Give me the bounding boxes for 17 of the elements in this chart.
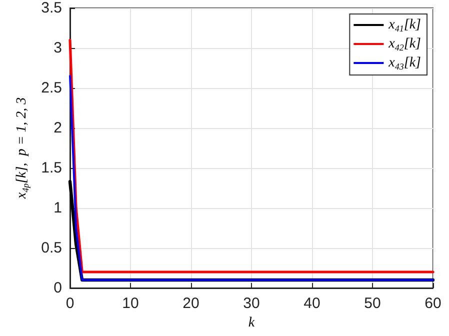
y-axis-title: x4p[k], p = 1, 2, 3 [14, 97, 31, 200]
x-tick-label: 50 [364, 295, 381, 312]
x-tick-label: 10 [122, 295, 139, 312]
x-axis-title: k [248, 315, 256, 330]
x-tick-label: 0 [66, 295, 74, 312]
y-tick-label: 1.5 [41, 160, 62, 176]
y-tick-label: 0 [54, 280, 62, 296]
x-tick-label: 60 [424, 295, 442, 312]
y-tick-label: 0.5 [41, 240, 62, 256]
x-tick-label: 20 [182, 295, 200, 312]
y-tick-label: 3 [54, 40, 62, 56]
y-tick-label: 2 [54, 120, 62, 136]
x-tick-label: 30 [243, 295, 260, 312]
y-tick-label: 1 [54, 200, 62, 216]
y-tick-label: 3.5 [41, 0, 62, 16]
x-tick-label: 40 [304, 295, 320, 312]
y-tick-label: 2.5 [41, 80, 62, 96]
